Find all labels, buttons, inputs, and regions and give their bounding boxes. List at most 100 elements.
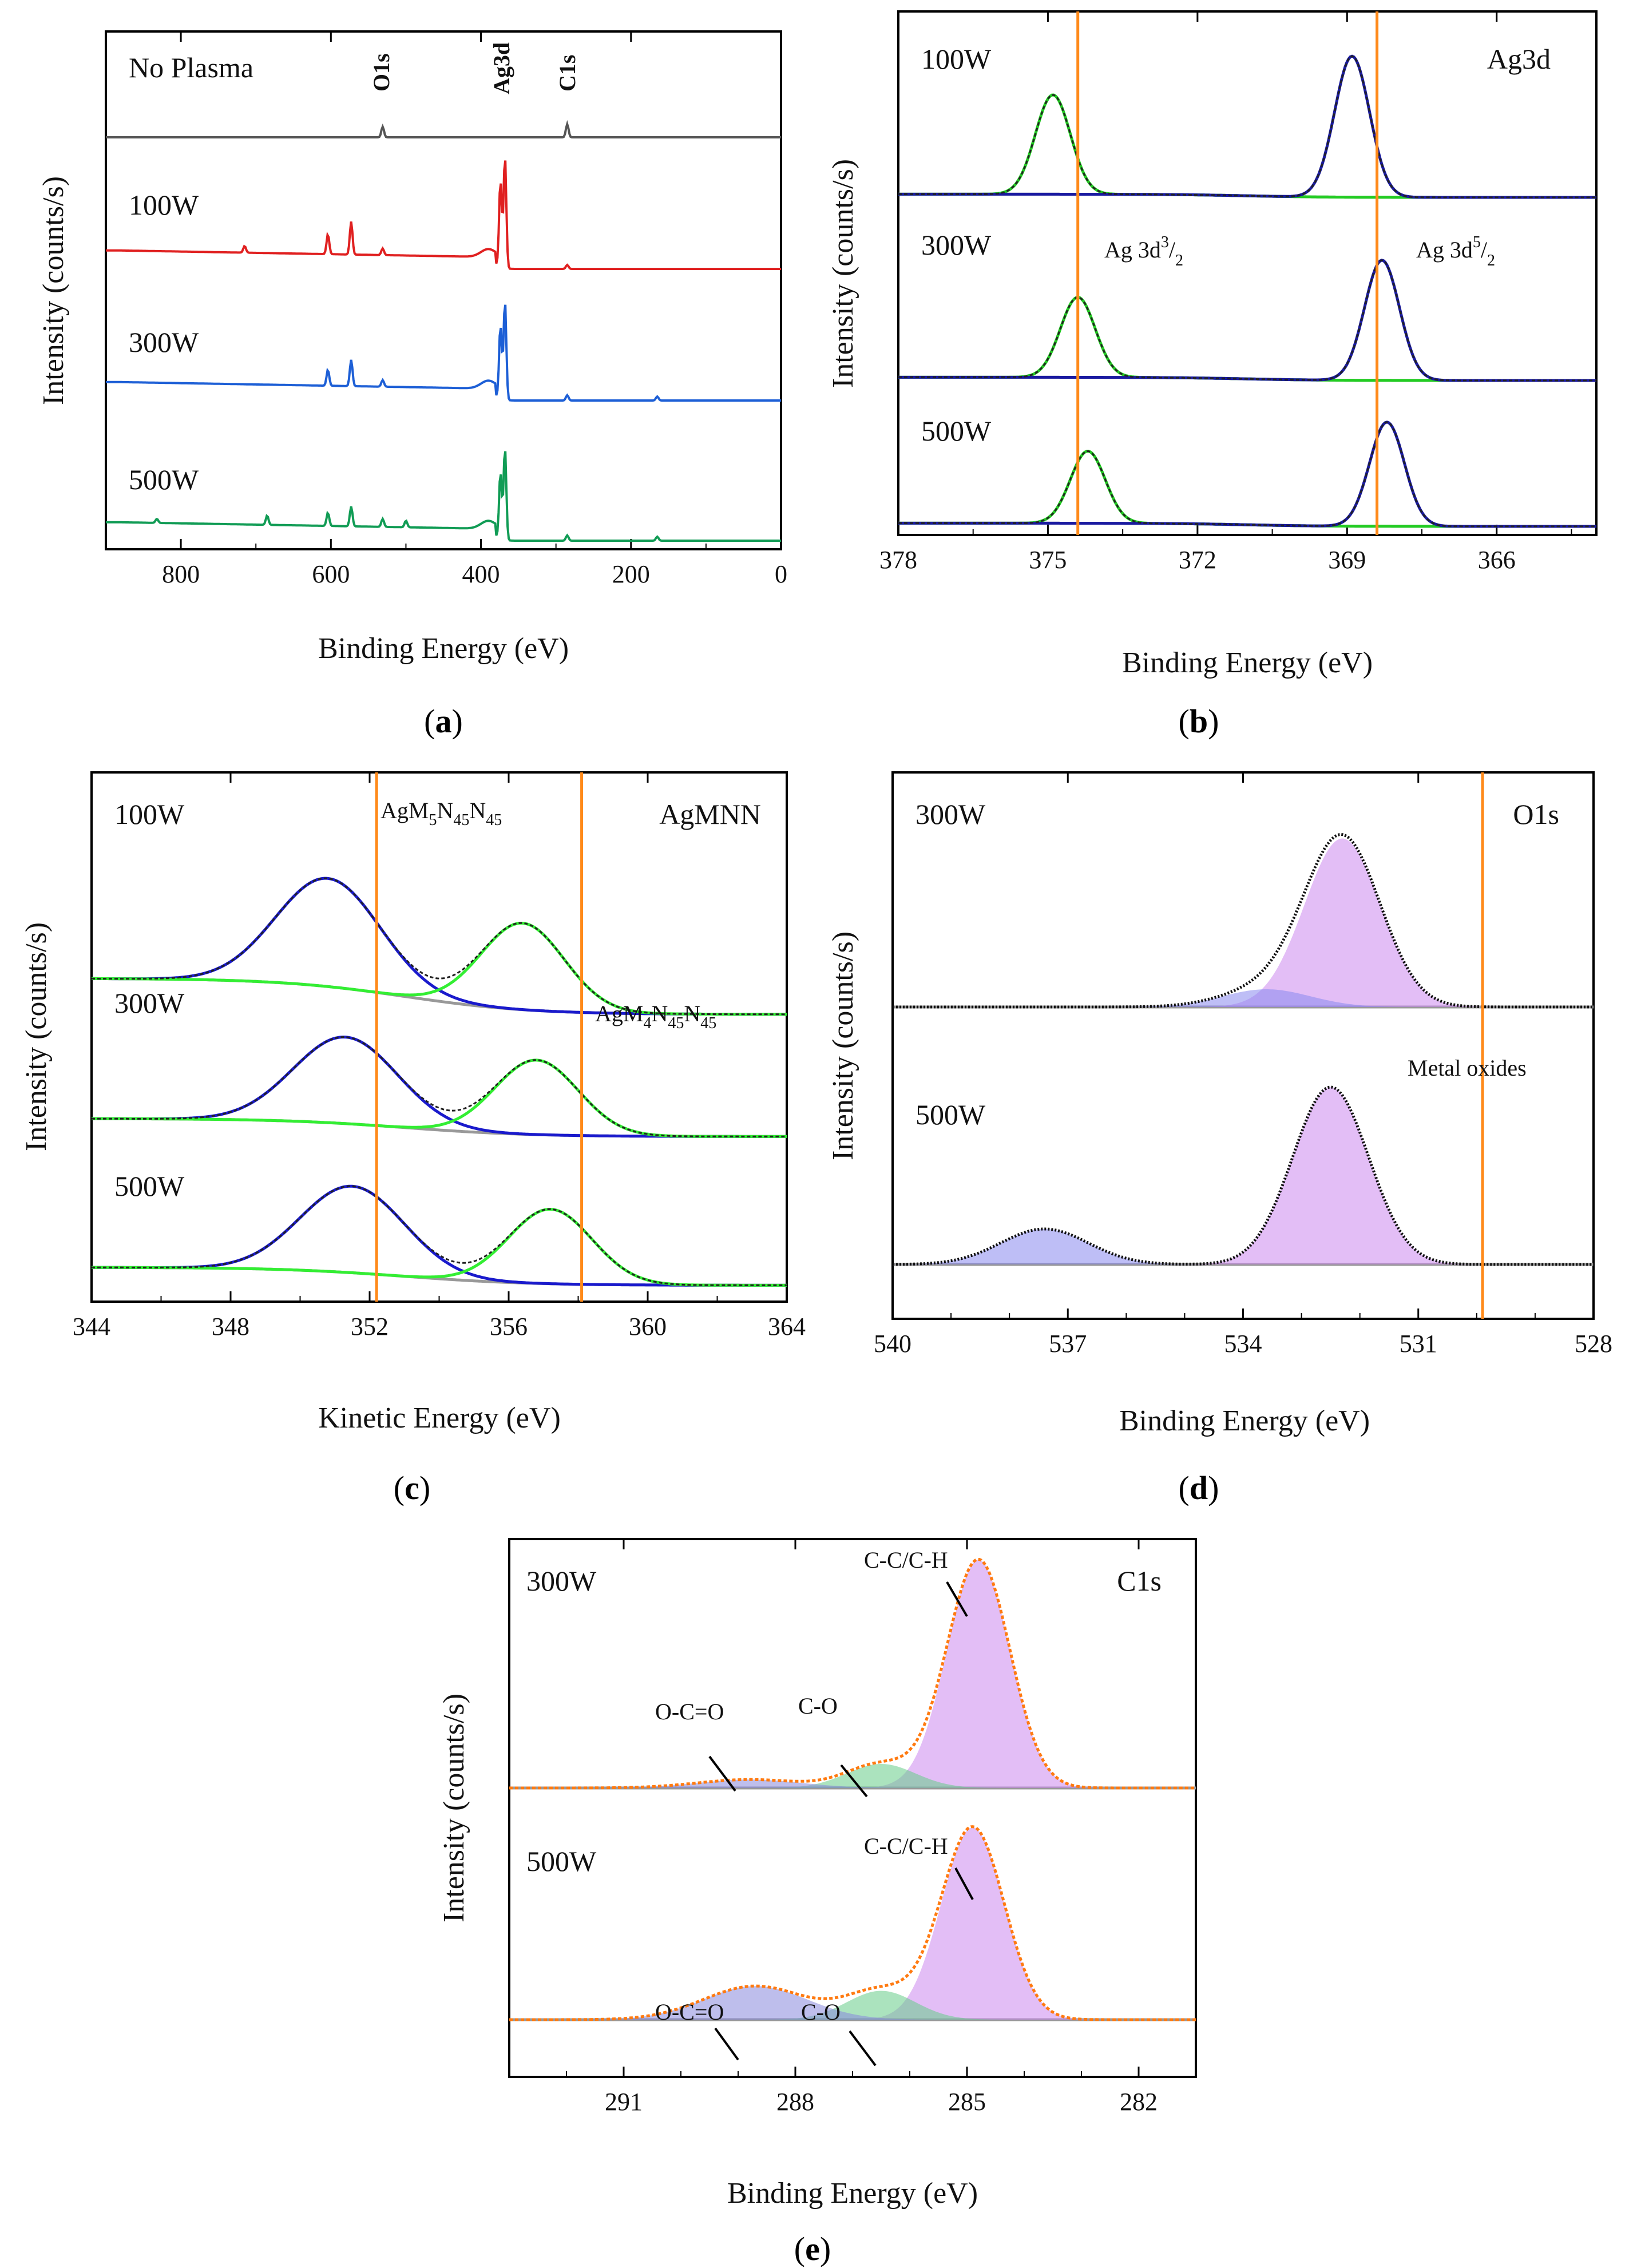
- background-line: [92, 1117, 787, 1138]
- x-tick-label: 528: [1575, 1330, 1612, 1358]
- panel-e-ylabel: Intensity (counts/s): [438, 1694, 470, 1922]
- panel-a-series-label: 100W: [129, 189, 199, 221]
- component-peak-line: [898, 54, 1596, 199]
- component-peak-line: [898, 259, 1596, 382]
- panel-d-ylabel: Intensity (counts/s): [827, 931, 859, 1160]
- panel-b-title: Ag3d: [1487, 43, 1551, 75]
- leader-line: [708, 1755, 736, 1792]
- annotation-o-c-o: O-C=O: [655, 1999, 724, 2025]
- component-peak-area: [893, 1087, 1594, 1264]
- x-tick-label: 0: [775, 560, 787, 588]
- component-peak-area: [509, 1764, 1196, 1788]
- measured-envelope-line: [893, 832, 1594, 1009]
- leader-line: [714, 2027, 739, 2061]
- component-peak-line: [898, 295, 1596, 382]
- panel-d-caption: (d): [1179, 1469, 1219, 1506]
- x-tick-label: 372: [1179, 546, 1216, 574]
- x-tick-label: 282: [1120, 2088, 1158, 2116]
- x-tick-label: 285: [948, 2088, 986, 2116]
- x-tick-label: 364: [768, 1313, 806, 1341]
- annotation-metal-oxides: Metal oxides: [1408, 1055, 1527, 1081]
- component-peak-line: [898, 421, 1596, 528]
- x-tick-label: 600: [312, 560, 350, 588]
- panel-e-series-label: 500W: [526, 1845, 597, 1877]
- x-tick-label: 366: [1478, 546, 1516, 574]
- component-peak-area: [509, 1560, 1196, 1788]
- annotation-ag-3d52: Ag 3d5/2: [1416, 233, 1495, 269]
- x-tick-label: 344: [73, 1313, 110, 1341]
- measured-envelope-line: [893, 1085, 1594, 1266]
- panel-d-ticks: 540 537 534 531 528: [874, 772, 1612, 1358]
- component-peak-area: [509, 1991, 1196, 2020]
- panel-e-frame: [508, 1538, 1197, 2078]
- leader-line: [849, 2030, 877, 2067]
- background-line: [92, 977, 787, 1016]
- measured-envelope-line: [898, 259, 1596, 382]
- panel-a-frame: [105, 30, 782, 550]
- panel-c-ticks: 344 348 352 356 360 364: [73, 772, 806, 1341]
- panel-b-series-label: 300W: [921, 229, 992, 261]
- panel-d-title: O1s: [1513, 798, 1559, 830]
- panel-e-caption: (e): [794, 2230, 831, 2267]
- panel-c-frame: [90, 771, 788, 1303]
- panel-b-series-label: 500W: [921, 415, 992, 447]
- x-tick-label: 288: [776, 2088, 814, 2116]
- panel-a-series-label: No Plasma: [129, 51, 253, 84]
- panel-a-series-label: 300W: [129, 326, 199, 358]
- component-peak-line: [898, 93, 1596, 199]
- x-tick-label: 378: [879, 546, 917, 574]
- panel-b-ticks: 378 375 372 369 366: [879, 11, 1572, 574]
- x-tick-label: 200: [612, 560, 650, 588]
- x-tick-label: 537: [1049, 1330, 1087, 1358]
- x-tick-label: 360: [629, 1313, 667, 1341]
- x-tick-label: 369: [1328, 546, 1366, 574]
- panel-d-curves: [893, 772, 1594, 1319]
- panel-d-xlabel: Binding Energy (eV): [1119, 1405, 1370, 1437]
- measured-envelope-line: [92, 1185, 787, 1286]
- x-tick-label: 531: [1400, 1330, 1437, 1358]
- panel-a-ylabel: Intensity (counts/s): [37, 176, 70, 405]
- panel-c-ylabel: Intensity (counts/s): [20, 922, 53, 1151]
- annotation-agm5n45n45: AgM5N45N45: [381, 798, 502, 829]
- panel-a-curves: [106, 120, 781, 542]
- panel-c-curves: [92, 772, 787, 1302]
- panel-c-caption: (c): [394, 1469, 430, 1506]
- component-peak-line: [92, 1035, 787, 1138]
- measured-envelope-line: [92, 877, 787, 1016]
- peak-label-c1s: C1s: [554, 55, 580, 92]
- annotation-o-c-o: O-C=O: [655, 1699, 724, 1724]
- panel-c-series-label: 500W: [114, 1170, 185, 1202]
- panel-e: 291 288 285 282 300W 500W C1s C-C/C-H C-O O…: [438, 1538, 1197, 2267]
- panel-c: 344 348 352 356 360 364 100W 300W 500W AgMNN …: [20, 771, 806, 1506]
- panel-c-series-label: 100W: [114, 798, 185, 830]
- measured-envelope-line: [509, 1557, 1196, 1790]
- measured-envelope-line: [898, 421, 1596, 528]
- component-peak-area: [893, 1229, 1594, 1264]
- panel-e-ticks: 291 288 285 282: [509, 1539, 1196, 2116]
- component-peak-line: [92, 1207, 787, 1287]
- leader-line: [840, 1764, 868, 1798]
- component-peak-area: [893, 989, 1594, 1007]
- panel-a-caption: (a): [424, 703, 463, 740]
- x-tick-label: 348: [212, 1313, 249, 1341]
- component-peak-area: [509, 1827, 1196, 2020]
- survey-spectrum-line: [106, 120, 781, 138]
- annotation-ag-3d32: Ag 3d3/2: [1104, 233, 1183, 269]
- x-tick-label: 352: [351, 1313, 389, 1341]
- x-tick-label: 800: [162, 560, 200, 588]
- component-peak-line: [92, 877, 787, 1016]
- panel-e-title: C1s: [1117, 1565, 1162, 1597]
- component-peak-area: [509, 1986, 1196, 2020]
- panel-a-series-label: 500W: [129, 463, 199, 495]
- x-tick-label: 291: [605, 2088, 643, 2116]
- panel-d-series-label: 300W: [915, 798, 986, 830]
- x-tick-label: 356: [490, 1313, 528, 1341]
- panel-c-title: AgMNN: [659, 798, 761, 830]
- component-peak-line: [898, 450, 1596, 528]
- panel-c-xlabel: Kinetic Energy (eV): [318, 1402, 561, 1434]
- x-tick-label: 540: [874, 1330, 911, 1358]
- panel-b-xlabel: Binding Energy (eV): [1122, 647, 1373, 679]
- x-tick-label: 400: [462, 560, 500, 588]
- component-peak-line: [92, 922, 787, 1016]
- leader-line: [946, 1581, 968, 1617]
